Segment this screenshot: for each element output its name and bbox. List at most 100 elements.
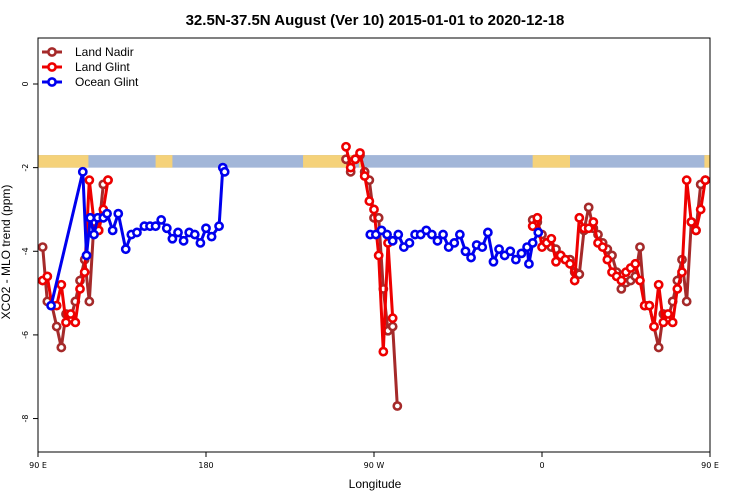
- ocean-glint-point: [387, 235, 398, 246]
- land-glint-point: [42, 271, 53, 282]
- ocean-glint-point: [156, 215, 167, 225]
- ocean-glint-point: [113, 208, 124, 219]
- land-nadir-point: [681, 296, 692, 307]
- y-tick-label: -8: [21, 415, 30, 423]
- land-glint-point: [341, 141, 351, 152]
- land-nadir-point: [635, 242, 645, 252]
- land-nadir-point: [583, 202, 594, 213]
- y-axis-label: XCO2 - MLO trend (ppm): [0, 185, 13, 320]
- ocean-glint-point: [477, 242, 488, 252]
- ocean-glint-point: [195, 238, 206, 248]
- ocean-glint-point: [214, 221, 224, 232]
- land-glint-point: [103, 175, 113, 186]
- land-glint-point: [695, 204, 706, 215]
- land-glint-point: [667, 317, 678, 328]
- ocean-glint-point: [482, 227, 493, 238]
- ocean-glint-point: [132, 227, 142, 238]
- land-glint-point: [681, 175, 692, 186]
- legend-label-land-nadir: Land Nadir: [75, 45, 134, 59]
- ocean-glint-point: [161, 223, 172, 234]
- land-band: [38, 155, 89, 168]
- land-glint-point: [644, 300, 655, 311]
- land-glint-point: [75, 284, 85, 294]
- ocean-glint-point: [533, 227, 544, 238]
- land-nadir-point: [56, 342, 67, 353]
- y-tick-label: -4: [21, 247, 30, 255]
- y-tick-label: -2: [21, 164, 30, 172]
- land-glint-point: [583, 223, 594, 234]
- land-glint-point: [565, 258, 575, 269]
- land-glint-point: [61, 317, 71, 328]
- x-tick-label: 90 E: [29, 461, 47, 470]
- ocean-band: [38, 155, 710, 168]
- land-glint-point: [569, 275, 580, 286]
- land-glint-point: [551, 256, 561, 267]
- legend-label-ocean-glint: Ocean Glint: [75, 75, 139, 89]
- land-nadir-point: [37, 242, 48, 252]
- ocean-glint-point: [46, 300, 56, 311]
- x-tick-label: 90 E: [701, 461, 719, 470]
- x-tick-label: 90 W: [364, 461, 385, 470]
- land-glint-point: [364, 196, 375, 206]
- land-glint-point: [649, 321, 659, 332]
- land-glint-point: [663, 309, 673, 319]
- land-glint-point: [359, 171, 370, 181]
- ocean-glint-point: [167, 233, 178, 244]
- series-layer: [37, 141, 711, 411]
- ocean-glint-point: [460, 246, 471, 257]
- land-band: [359, 155, 361, 168]
- land-glint-point: [378, 346, 389, 357]
- ocean-glint-point: [516, 248, 527, 259]
- ocean-glint-point: [85, 212, 96, 223]
- y-tick-label: -6: [21, 331, 30, 339]
- land-glint-point: [597, 242, 608, 252]
- ocean-glint-point: [89, 229, 99, 240]
- land-nadir-point: [51, 321, 62, 332]
- ocean-glint-point: [107, 225, 118, 236]
- land-glint-point: [527, 221, 538, 232]
- y-tick-label: 0: [21, 81, 30, 86]
- legend-label-land-glint: Land Glint: [75, 60, 130, 74]
- land-glint-point: [79, 267, 90, 278]
- ocean-glint-point: [178, 235, 189, 246]
- land-glint-point: [700, 175, 711, 186]
- ocean-glint-point: [189, 229, 200, 240]
- land-glint-point: [653, 279, 664, 290]
- ocean-glint-point: [488, 256, 499, 267]
- ocean-glint-point: [432, 235, 443, 246]
- land-nadir-point: [653, 342, 664, 353]
- ocean-glint-point: [81, 250, 92, 261]
- ocean-glint-point: [150, 221, 161, 232]
- land-glint-point: [345, 162, 356, 173]
- ocean-glint-point: [466, 252, 476, 263]
- land-glint-point: [672, 284, 683, 294]
- ocean-glint-point: [449, 238, 460, 248]
- land-glint-point: [56, 279, 67, 290]
- y-axis: 0 -2 -4 -6 -8: [21, 81, 38, 423]
- land-glint-point: [84, 175, 95, 186]
- ocean-glint-point: [454, 229, 465, 240]
- legend-marker-ocean-glint: [47, 77, 57, 87]
- ocean-glint-point: [201, 223, 211, 234]
- land-nadir-point: [387, 321, 398, 332]
- land-glint-point: [70, 317, 81, 328]
- ocean-glint-point: [382, 229, 392, 240]
- land-glint-point: [691, 225, 701, 236]
- x-tick-label: 180: [198, 461, 213, 470]
- land-band: [704, 155, 710, 168]
- ocean-glint-point: [393, 229, 404, 240]
- chart-title: 32.5N-37.5N August (Ver 10) 2015-01-01 t…: [186, 12, 565, 29]
- land-glint-point: [686, 217, 697, 227]
- land-glint-point: [658, 317, 669, 328]
- land-glint-point: [546, 233, 557, 244]
- land-glint-point: [588, 217, 599, 227]
- ocean-glint-point: [219, 166, 230, 177]
- land-nadir-point: [84, 296, 95, 307]
- ocean-glint-point: [438, 229, 448, 240]
- land-band: [532, 155, 570, 168]
- land-glint-point: [369, 204, 379, 215]
- legend-marker-land-nadir: [47, 47, 57, 57]
